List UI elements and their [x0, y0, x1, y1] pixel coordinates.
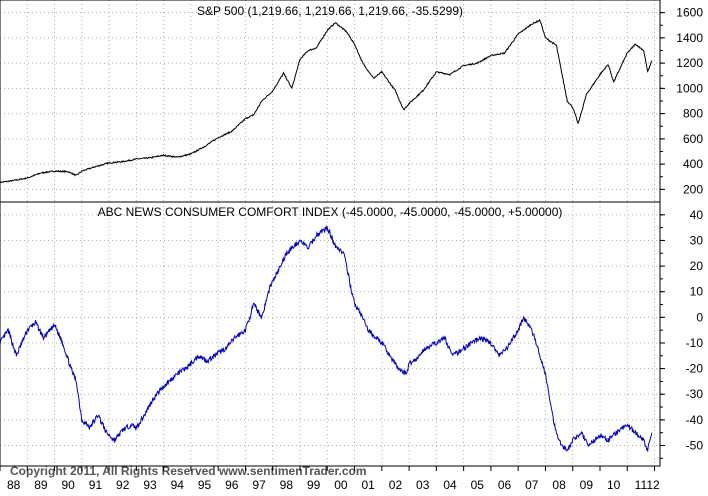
x-tick-label: 08: [552, 478, 566, 492]
x-tick-label: 96: [225, 478, 239, 492]
x-tick-label: 89: [34, 478, 48, 492]
sp500-y-tick-label: 200: [683, 182, 703, 196]
x-tick-label: 99: [307, 478, 321, 492]
comfort-y-tick-label: 40: [690, 208, 704, 222]
x-tick-label: 07: [525, 478, 539, 492]
comfort-y-tick-label: -20: [686, 362, 704, 376]
x-tick-label: 09: [580, 478, 594, 492]
x-tick-label: 94: [171, 478, 185, 492]
x-tick-label: 05: [471, 478, 485, 492]
x-tick-label: 03: [416, 478, 430, 492]
sp500-y-tick-label: 1400: [676, 31, 703, 45]
x-tick-label: 02: [389, 478, 403, 492]
x-tick-label: 88: [7, 478, 21, 492]
comfort-y-tick-label: -10: [686, 336, 704, 350]
sp500-y-tick-label: 600: [683, 132, 703, 146]
comfort-y-tick-label: 0: [696, 310, 703, 324]
comfort-grid: [0, 202, 660, 466]
comfort-y-axis: -50 -40 -30 -20 -10 0 10 20 30 40: [659, 202, 704, 466]
sp500-line: [0, 18, 653, 184]
sp500-y-tick-label: 400: [683, 157, 703, 171]
x-tick-label: 93: [143, 478, 157, 492]
sp500-series: [0, 18, 653, 184]
x-tick-label: 95: [198, 478, 212, 492]
comfort-y-tick-label: -50: [686, 438, 704, 452]
comfort-line: [0, 224, 653, 452]
x-tick-label: 04: [443, 478, 457, 492]
comfort-series: [0, 224, 653, 452]
comfort-y-tick-label: 10: [690, 285, 704, 299]
copyright-text: Copyright 2011, All Rights Reserved www.…: [10, 464, 367, 478]
sp500-y-tick-label: 1000: [676, 81, 703, 95]
sp500-y-tick-label: 1200: [676, 56, 703, 70]
comfort-y-tick-label: 20: [690, 259, 704, 273]
sp500-y-tick-label: 1600: [676, 6, 703, 20]
comfort-title: ABC NEWS CONSUMER COMFORT INDEX (-45.000…: [98, 205, 563, 219]
x-tick-label: 06: [498, 478, 512, 492]
x-tick-label: 00: [334, 478, 348, 492]
comfort-y-tick-label: -40: [686, 413, 704, 427]
sp500-y-axis: 200 400 600 800 1000 1200 1400 1600: [659, 0, 703, 202]
x-tick-label: 12: [646, 478, 660, 492]
sp500-grid: [0, 0, 660, 202]
x-tick-label: 10: [607, 478, 621, 492]
x-tick-label: 11: [635, 478, 648, 492]
sp500-title: S&P 500 (1,219.66, 1,219.66, 1,219.66, -…: [197, 4, 463, 18]
comfort-y-tick-label: -30: [686, 387, 704, 401]
x-tick-label: 98: [280, 478, 294, 492]
x-tick-label: 90: [62, 478, 76, 492]
sp500-y-tick-label: 800: [683, 107, 703, 121]
x-tick-label: 01: [362, 478, 376, 492]
comfort-y-tick-label: 30: [690, 233, 704, 247]
x-tick-label: 91: [89, 478, 103, 492]
x-axis: 88 89 90 91 92 93 94 95 96 97 98 99 00 01 02 03 04 05 06 07…: [0, 465, 660, 492]
x-tick-label: 92: [116, 478, 130, 492]
x-tick-label: 97: [252, 478, 266, 492]
